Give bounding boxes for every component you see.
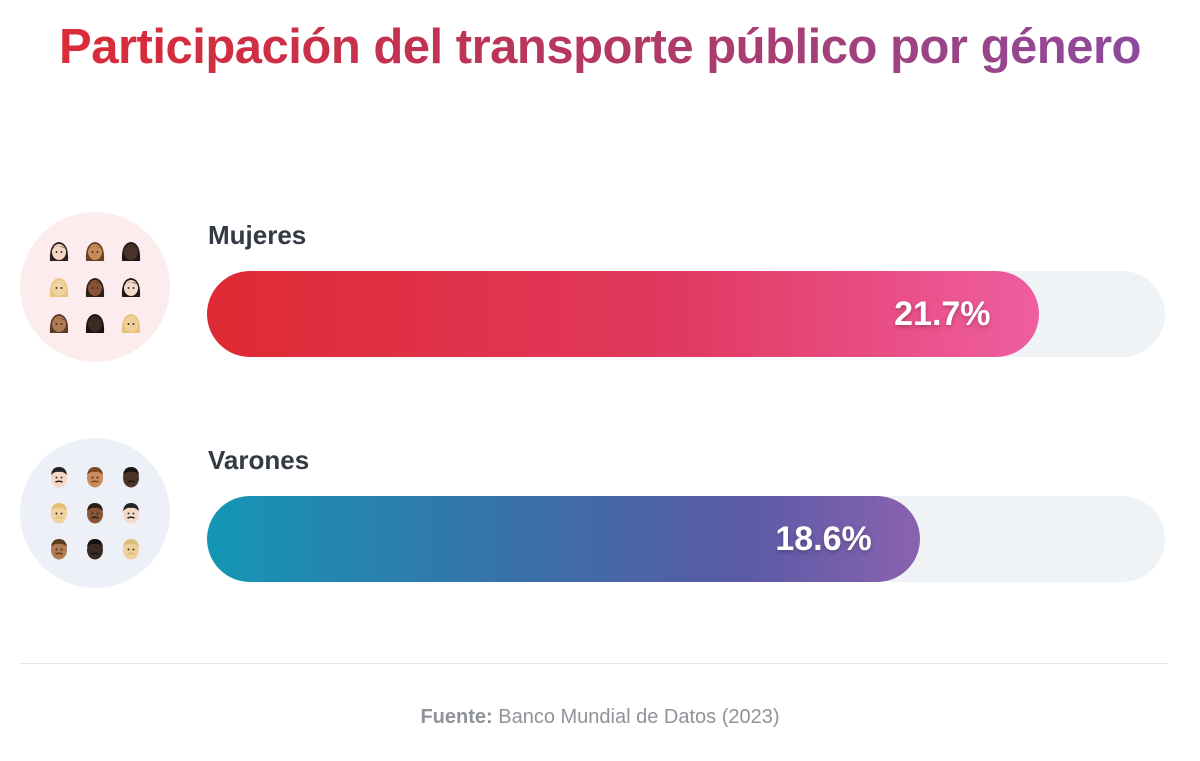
man-face-icon <box>123 467 139 488</box>
bar-track-varones: 18.6% <box>207 496 1165 582</box>
man-face-icon <box>87 539 103 560</box>
woman-face-icon <box>121 242 141 261</box>
bar-mujeres: 21.7% <box>207 271 1039 357</box>
woman-face-icon <box>121 314 141 333</box>
man-face-icon <box>87 503 103 524</box>
source-note: Fuente: Banco Mundial de Datos (2023) <box>420 706 780 728</box>
women-emoji-grid-icon <box>20 212 170 362</box>
men-emoji-grid-icon <box>20 438 170 588</box>
chart-title: Participación del transporte público por… <box>59 20 1141 74</box>
man-face-icon <box>51 539 67 560</box>
divider <box>20 663 1168 664</box>
man-face-icon <box>51 467 67 488</box>
bar-track-mujeres: 21.7% <box>207 271 1165 357</box>
man-face-icon <box>123 503 139 524</box>
woman-face-icon <box>49 314 69 333</box>
man-face-icon <box>51 503 67 524</box>
man-face-icon <box>123 539 139 560</box>
woman-face-icon <box>85 242 105 261</box>
value-label-varones: 18.6% <box>775 520 872 558</box>
category-label-varones: Varones <box>208 445 310 475</box>
man-face-icon <box>87 467 103 488</box>
woman-face-icon <box>85 314 105 333</box>
woman-face-icon <box>121 278 141 297</box>
bar-varones: 18.6% <box>207 496 920 582</box>
category-label-mujeres: Mujeres <box>208 220 307 250</box>
woman-face-icon <box>49 278 69 297</box>
woman-face-icon <box>85 278 105 297</box>
woman-face-icon <box>49 242 69 261</box>
value-label-mujeres: 21.7% <box>894 295 991 333</box>
